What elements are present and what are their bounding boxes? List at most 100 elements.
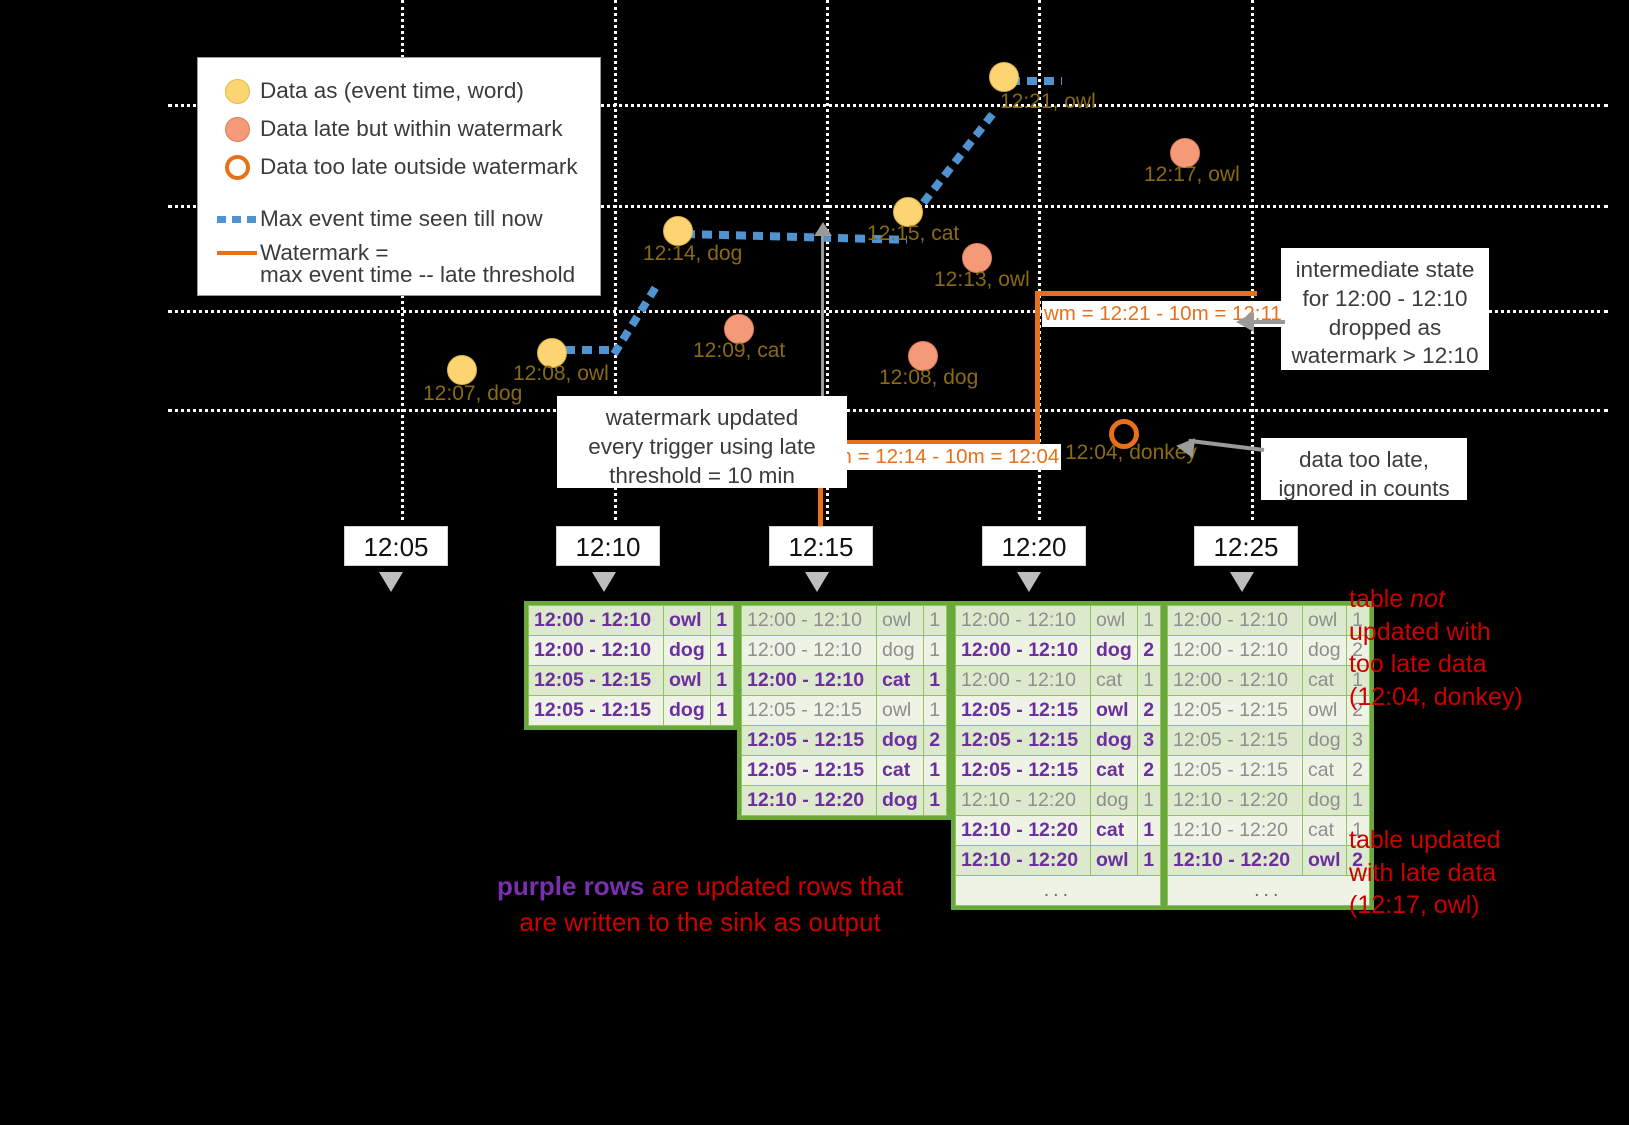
table-row: ... [955,875,1161,906]
table-cell-window: 12:05 - 12:15 [528,665,664,696]
table-cell-count: 1 [1136,665,1161,696]
callout-watermark-updated: watermark updated every trigger using la… [557,396,847,488]
table-cell-window: 12:10 - 12:20 [1167,845,1303,876]
watermark-level-12-11 [1035,291,1257,296]
legend-item-late-within: Data late but within watermark [214,110,584,148]
gridline-vertical [1251,0,1254,520]
table-cell-count: 3 [1136,725,1161,756]
table-cell-count: 1 [1136,605,1161,636]
table-cell-count: 1 [1136,785,1161,816]
data-point-orange [908,341,938,371]
legend-label: Max event time seen till now [260,206,543,231]
table-cell-count: 2 [1136,755,1161,786]
data-point-label: 12:04, donkey [1065,441,1197,464]
table-row: 12:00 - 12:10 dog 1 [528,635,734,666]
table-cell-window: 12:00 - 12:10 [1167,635,1303,666]
table-cell-word: owl [663,665,711,696]
table-cell-count: 1 [1136,845,1161,876]
result-table-body: 12:00 - 12:10 owl 1 12:00 - 12:10 dog 2 12:00 … [1167,605,1370,906]
hollow-circle-icon [214,154,260,180]
callout-line: data too late, [1298,447,1430,472]
time-arrow-down-icon [379,572,403,592]
data-point-label: 12:15, cat [867,222,960,245]
table-row: 12:05 - 12:15 owl 1 [528,665,734,696]
table-cell-window: 12:05 - 12:15 [1167,725,1303,756]
callout-intermediate-state-dropped: intermediate state for 12:00 - 12:10 dro… [1281,248,1489,370]
table-cell-word: cat [1090,665,1138,696]
data-point-orange [1170,138,1200,168]
table-cell-count: 1 [709,665,734,696]
table-cell-window: 12:10 - 12:20 [955,785,1091,816]
table-cell-count: 2 [922,725,947,756]
gridline-horizontal [168,104,1608,107]
table-cell-word: owl [1302,695,1347,726]
note-table-updated: table updated with late data (12:17, owl… [1349,824,1501,922]
table-cell-window: 12:05 - 12:15 [1167,695,1303,726]
table-cell-count: 1 [1345,605,1370,636]
legend-item-too-late: Data too late outside watermark [214,148,584,186]
table-cell-window: 12:00 - 12:10 [528,635,664,666]
note-purple-rows: purple rows are updated rows that are wr… [497,868,903,941]
table-cell-word: owl [876,695,924,726]
table-row: 12:10 - 12:20 cat 1 [1167,815,1370,846]
table-cell-word: dog [663,695,711,726]
table-cell-ellipsis: ... [955,875,1161,906]
note-purple-emphasis: purple rows [497,871,645,901]
table-cell-count: 1 [922,665,947,696]
callout-line: threshold = 10 min [609,462,795,488]
table-cell-word: owl [1302,845,1347,876]
table-cell-window: 12:05 - 12:15 [741,755,877,786]
note-line: are updated rows that [644,871,904,901]
gridline-horizontal [168,409,1608,412]
orange-dot-icon [214,116,260,142]
table-cell-window: 12:00 - 12:10 [741,665,877,696]
table-row: 12:00 - 12:10 owl 1 [1167,605,1370,636]
table-cell-window: 12:10 - 12:20 [955,815,1091,846]
data-point-yellow [663,216,693,246]
table-row: 12:00 - 12:10 owl 1 [741,605,947,636]
watermark-level-12-04 [818,440,1040,445]
yellow-dot-icon [214,78,260,104]
table-row: 12:10 - 12:20 owl 2 [1167,845,1370,876]
time-box-12-20: 12:20 [982,526,1086,566]
result-table-body: 12:00 - 12:10 owl 1 12:00 - 12:10 dog 1 12:00 … [741,605,947,816]
table-cell-count: 1 [1136,815,1161,846]
table-cell-count: 1 [1345,785,1370,816]
watermark-label-12-04: wm = 12:14 - 10m = 12:04 [818,444,1062,470]
table-cell-word: cat [1302,755,1347,786]
table-cell-word: dog [876,635,924,666]
result-table-12-10: 12:00 - 12:10 owl 1 12:00 - 12:10 dog 1 12:05 … [524,601,738,730]
legend-label: Data late but within watermark [260,116,563,141]
table-cell-count: 1 [709,635,734,666]
table-cell-count: 2 [1136,695,1161,726]
data-point-yellow [537,338,567,368]
table-row: 12:00 - 12:10 owl 1 [528,605,734,636]
table-cell-window: 12:05 - 12:15 [741,695,877,726]
time-arrow-down-icon [805,572,829,592]
table-cell-ellipsis: ... [1167,875,1370,906]
result-table-12-20: 12:00 - 12:10 owl 1 12:00 - 12:10 dog 2 12:00 … [951,601,1165,910]
watermark-step-riser [1035,291,1040,443]
table-cell-word: dog [1090,785,1138,816]
table-cell-word: dog [1090,725,1138,756]
table-row: 12:00 - 12:10 dog 2 [1167,635,1370,666]
table-row: 12:00 - 12:10 owl 1 [955,605,1161,636]
data-point-orange [962,243,992,273]
callout-data-too-late: data too late, ignored in counts [1261,438,1467,501]
table-row: 12:05 - 12:15 cat 1 [741,755,947,786]
gridline-vertical [1038,0,1041,520]
window-height-arrow-head-up [814,222,832,236]
note-line: (12:17, owl) [1349,891,1480,919]
data-point-orange [724,314,754,344]
table-cell-word: owl [1090,845,1138,876]
data-point-label: 12:17, owl [1144,163,1240,186]
legend-label: Watermark = [260,240,389,265]
table-cell-window: 12:00 - 12:10 [528,605,664,636]
callout-line: watermark > 12:10 [1291,343,1479,369]
gridline-vertical [614,0,617,520]
callout-line: every trigger using late [588,433,816,459]
table-cell-count: 3 [1345,725,1370,756]
max-event-time-line-segment [909,107,999,219]
table-row: 12:05 - 12:15 owl 2 [955,695,1161,726]
max-event-time-line-segment [610,280,662,357]
